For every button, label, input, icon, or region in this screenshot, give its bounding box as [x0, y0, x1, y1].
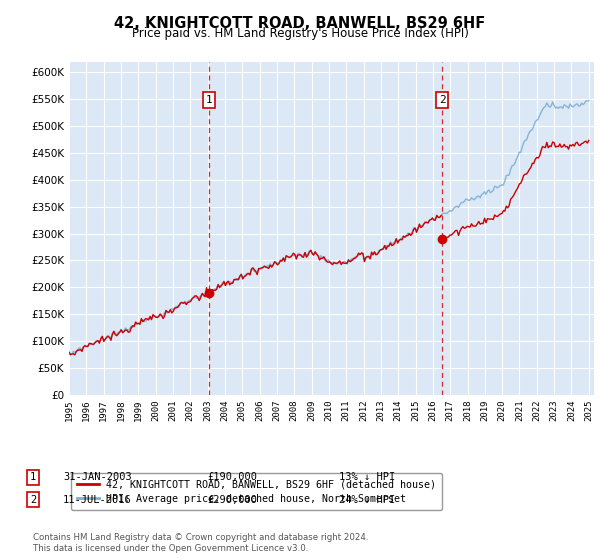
Text: £190,000: £190,000 — [207, 472, 257, 482]
Text: 24% ↓ HPI: 24% ↓ HPI — [339, 494, 395, 505]
Text: 42, KNIGHTCOTT ROAD, BANWELL, BS29 6HF: 42, KNIGHTCOTT ROAD, BANWELL, BS29 6HF — [115, 16, 485, 31]
Legend: 42, KNIGHTCOTT ROAD, BANWELL, BS29 6HF (detached house), HPI: Average price, det: 42, KNIGHTCOTT ROAD, BANWELL, BS29 6HF (… — [71, 473, 442, 510]
Text: Price paid vs. HM Land Registry's House Price Index (HPI): Price paid vs. HM Land Registry's House … — [131, 27, 469, 40]
Text: 31-JAN-2003: 31-JAN-2003 — [63, 472, 132, 482]
Text: 13% ↓ HPI: 13% ↓ HPI — [339, 472, 395, 482]
Text: 11-JUL-2016: 11-JUL-2016 — [63, 494, 132, 505]
Text: Contains HM Land Registry data © Crown copyright and database right 2024.
This d: Contains HM Land Registry data © Crown c… — [33, 533, 368, 553]
Text: 1: 1 — [206, 95, 212, 105]
Text: 1: 1 — [30, 472, 36, 482]
Text: 2: 2 — [30, 494, 36, 505]
Text: 2: 2 — [439, 95, 445, 105]
Text: £290,000: £290,000 — [207, 494, 257, 505]
